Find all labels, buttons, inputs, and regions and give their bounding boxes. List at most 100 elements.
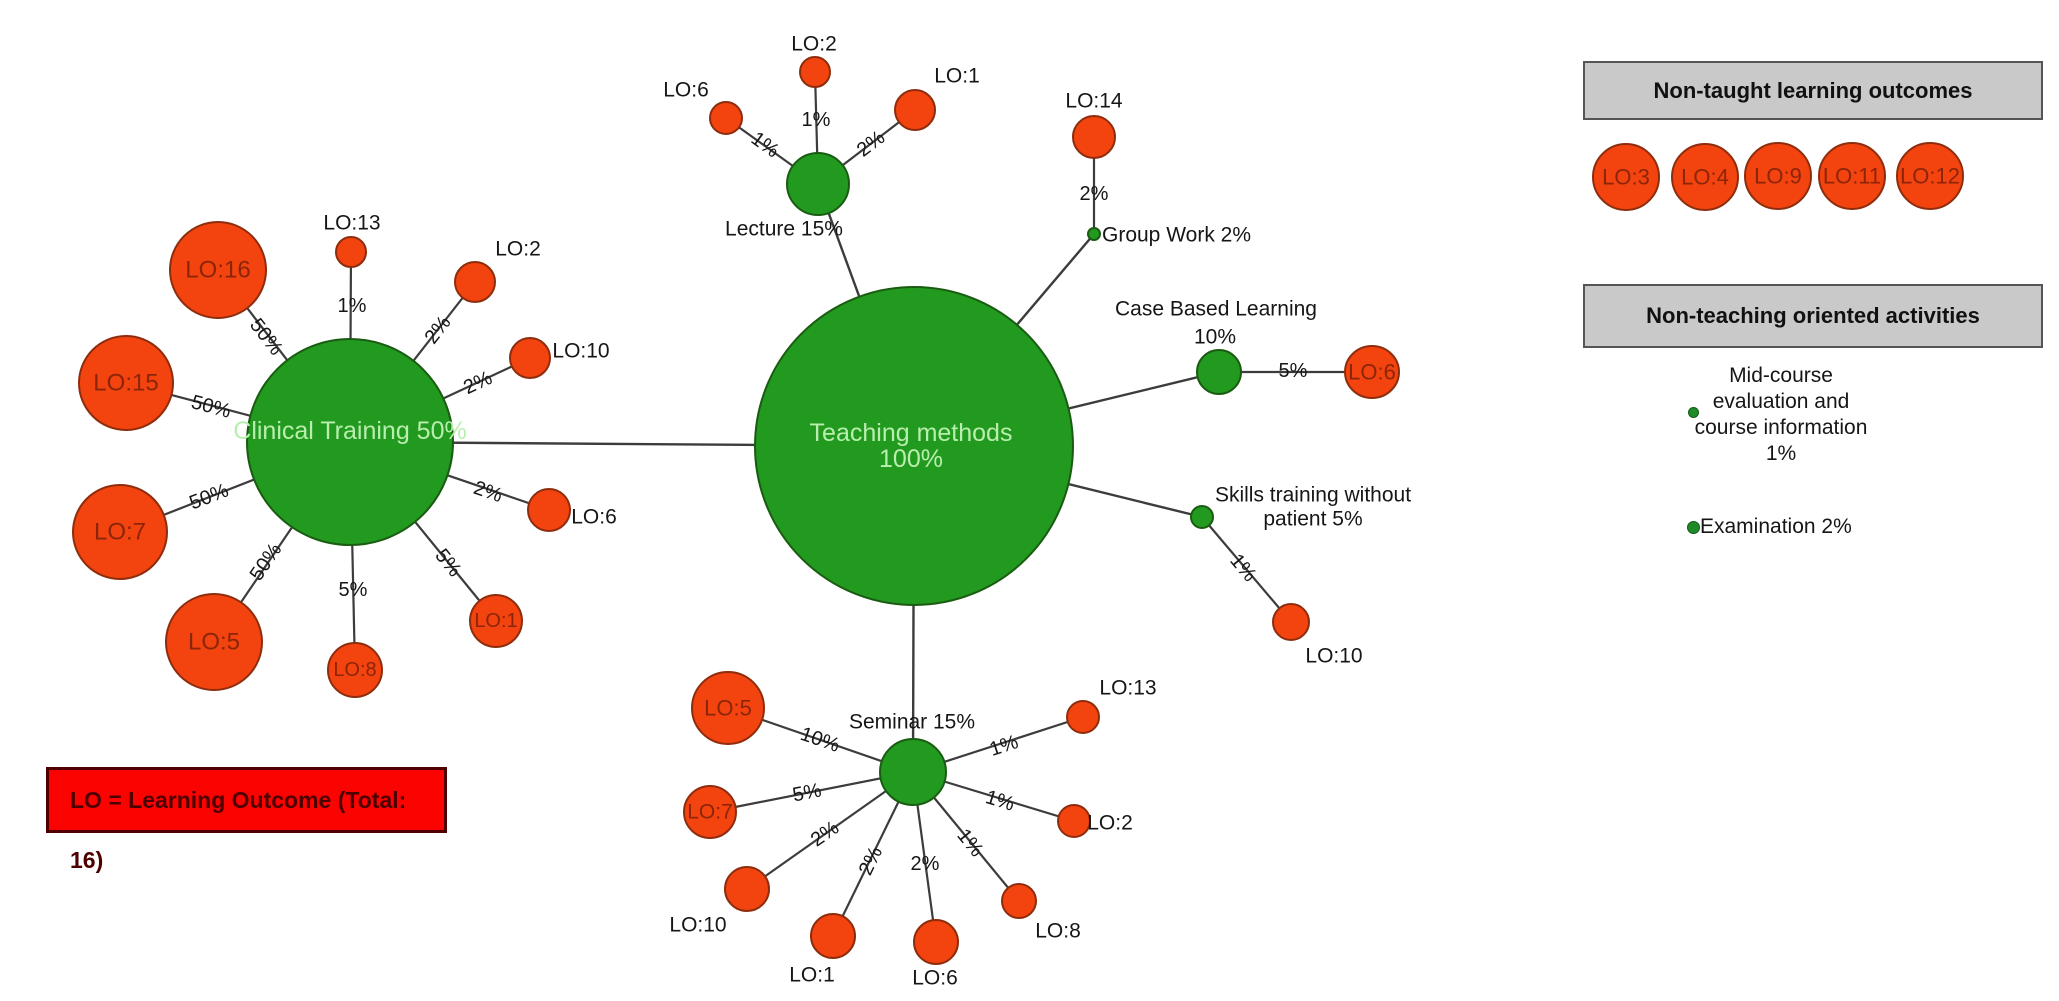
node-case-based-learning-lo6 [1344,345,1400,399]
label-seminar-lo7: LO:7 [687,801,733,824]
node-case-based-learning [1196,349,1242,395]
node-clinical-training-lo15 [78,335,174,431]
label-skills-training: Skills training without [1215,484,1411,507]
label-seminar-lo1: LO:1 [789,964,835,987]
label-clinical-training-lo6: LO:6 [571,506,617,529]
label-clinical-training-lo8: LO:8 [333,659,376,681]
node-lecture-lo2 [799,56,831,88]
legend-non-taught-title: Non-taught learning outcomes [1653,77,1973,103]
label-clinical-training-lo15: LO:15 [93,370,158,397]
node-clinical-training-lo8 [327,642,383,698]
node-lecture [786,152,850,216]
midcourse-line-3: course information [1694,416,1868,439]
node-seminar-lo2 [1057,804,1091,838]
midcourse-line-1: Mid-course [1729,364,1833,387]
edge-skills-training-lo10 [1201,516,1292,623]
note-box: LO = Learning Outcome (Total: 16) [46,767,447,873]
label-lecture-lo6: LO:6 [663,79,709,102]
pct-clinical-training-lo10: 2% [460,367,496,399]
node-teaching-methods [754,286,1074,606]
label-seminar-lo13: LO:13 [1099,677,1156,700]
node-group-work-lo14 [1072,115,1116,159]
node-lecture-lo6 [709,101,743,135]
label-case-based-learning: Case Based Learning [1115,298,1317,321]
examination-bullet-icon [1687,521,1700,534]
node-seminar-lo10 [724,866,770,912]
label-case-based-learning-lo6: LO:6 [1348,360,1396,385]
label-clinical-training: Clinical Training 50% [233,417,466,445]
legend-non-taught-box: Non-taught learning outcomes [1583,61,2043,120]
node-lecture-lo1 [894,89,936,131]
label-lecture-lo1: LO:1 [934,65,980,88]
label-clinical-training-lo16: LO:16 [185,257,250,284]
label-nontaught-lo4: LO:4 [1681,165,1729,190]
label-nontaught-lo12: LO:12 [1900,164,1960,189]
label-group-work-lo14: LO:14 [1065,90,1123,113]
node-clinical-training-lo5 [165,593,263,691]
pct-clinical-training-lo7: 50% [186,479,231,514]
label-clinical-training-lo1: LO:1 [474,610,517,632]
pct-seminar-lo1: 2% [855,843,888,879]
node-seminar-lo1 [810,913,856,959]
node-nontaught-lo11 [1818,142,1886,210]
edge-seminar-lo7 [709,770,914,814]
label-seminar-lo8: LO:8 [1035,920,1081,943]
label-lecture-lo2: LO:2 [791,33,837,56]
midcourse-line-4: 1% [1765,442,1797,465]
pct-seminar-lo10: 2% [807,817,843,852]
pct-clinical-training-lo8: 5% [339,579,368,601]
legend-non-teaching-title: Non-teaching oriented activities [1646,303,1980,328]
label-skills-training: patient 5% [1263,508,1362,531]
node-clinical-training-lo2 [454,261,496,303]
label-clinical-training-lo7: LO:7 [94,519,146,546]
pct-seminar-lo5: 10% [797,723,842,757]
label-seminar-lo6: LO:6 [912,967,958,990]
pct-seminar-lo13: 1% [987,731,1021,761]
label-clinical-training-lo10: LO:10 [552,340,609,363]
node-nontaught-lo3 [1592,143,1660,211]
label-clinical-training-lo5: LO:5 [188,629,240,656]
note-label: LO = Learning Outcome (Total: 16) [70,787,407,873]
node-seminar-lo5 [691,671,765,745]
node-clinical-training-lo6 [527,488,571,532]
node-nontaught-lo4 [1671,143,1739,211]
node-skills-training-lo10 [1272,603,1310,641]
pct-clinical-training-lo13: 1% [338,295,367,317]
node-seminar-lo6 [913,919,959,965]
pct-seminar-lo6: 2% [911,853,940,875]
label-seminar-lo5: LO:5 [704,696,752,721]
label-nontaught-lo11: LO:11 [1823,164,1881,189]
pct-clinical-training-lo2: 2% [420,312,455,348]
node-skills-training [1190,505,1214,529]
label-case-based-learning: 10% [1194,326,1236,349]
node-seminar [879,738,947,806]
label-nontaught-lo9: LO:9 [1754,164,1802,189]
pct-seminar-lo2: 1% [983,786,1017,816]
label-seminar: Seminar 15% [849,711,975,734]
pct-seminar-lo7: 5% [791,779,824,806]
pct-lecture-lo2: 1% [802,109,831,131]
label-seminar-lo10: LO:10 [669,914,726,937]
pct-clinical-training-lo15: 50% [189,391,234,423]
label-clinical-training-lo13: LO:13 [323,212,380,235]
node-group-work [1087,227,1101,241]
label-clinical-training-lo2: LO:2 [495,238,541,261]
label-seminar-lo2: LO:2 [1087,812,1133,835]
node-seminar-lo13 [1066,700,1100,734]
pct-lecture-lo1: 2% [853,126,889,161]
node-clinical-training [246,338,454,546]
node-clinical-training-lo13 [335,236,367,268]
hub-label: 100% [879,445,943,473]
node-clinical-training-lo1 [469,594,523,648]
label-lecture: Lecture 15% [725,218,843,241]
node-seminar-lo8 [1001,883,1037,919]
label-skills-training-lo10: LO:10 [1305,645,1362,668]
examination-label: Examination 2% [1700,515,1852,538]
node-clinical-training-lo16 [169,221,267,319]
midcourse-line-2: evaluation and [1712,390,1850,413]
pct-clinical-training-lo6: 2% [471,477,506,507]
node-clinical-training-lo10 [509,337,551,379]
node-clinical-training-lo7 [72,484,168,580]
